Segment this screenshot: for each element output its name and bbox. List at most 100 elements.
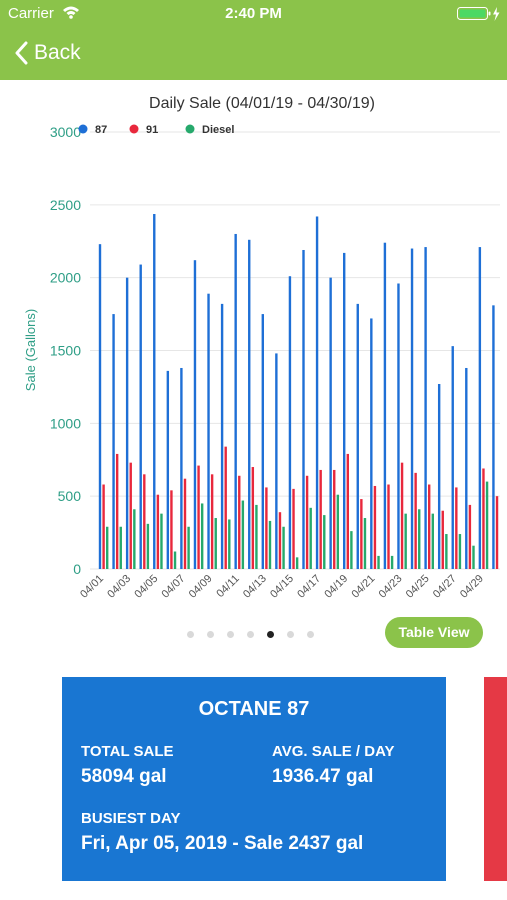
bar-91-04-18: [333, 469, 336, 569]
bar-87-04-19: [343, 252, 346, 570]
avg-sale-value: 1936.47 gal: [272, 766, 374, 787]
bar-87-04-14: [275, 353, 278, 569]
table-view-button[interactable]: Table View: [385, 617, 483, 648]
bar-87-04-02: [112, 314, 115, 569]
octane-87-summary-card[interactable]: OCTANE 87 TOTAL SALE 58094 gal AVG. SALE…: [62, 677, 446, 881]
bar-diesel-04-29: [485, 481, 489, 569]
y-tick-label: 3000: [50, 124, 81, 140]
legend-swatch-diesel: [185, 124, 195, 134]
bar-diesel-04-22: [390, 555, 394, 569]
navigation-bar: Back: [0, 28, 507, 80]
page-dot[interactable]: [207, 631, 214, 638]
bar-91-04-16: [305, 475, 309, 569]
bar-diesel-04-06: [173, 551, 177, 569]
bar-91-04-26: [441, 510, 444, 569]
x-tick-label: 04/19: [322, 573, 350, 601]
bar-diesel-04-03: [133, 509, 136, 569]
legend-swatch-91: [129, 124, 139, 134]
avg-sale-label: AVG. SALE / DAY: [272, 743, 395, 760]
bar-87-04-09: [207, 293, 210, 569]
page-dot[interactable]: [267, 631, 274, 638]
bar-87-04-28: [465, 367, 468, 569]
bar-87-04-25: [424, 247, 427, 569]
x-tick-label: 04/27: [431, 573, 459, 601]
y-tick-label: 2500: [50, 197, 81, 213]
battery-icon: [457, 6, 501, 27]
bar-diesel-04-01: [106, 526, 109, 569]
bar-91-04-23: [400, 462, 404, 569]
bar-87-04-15: [288, 276, 292, 569]
bar-91-04-21: [373, 485, 377, 569]
page-dot[interactable]: [187, 631, 194, 638]
total-sale-label: TOTAL SALE: [81, 743, 174, 760]
bar-diesel-04-19: [350, 531, 353, 569]
y-tick-label: 2000: [50, 270, 81, 286]
bar-91-04-09: [210, 474, 214, 569]
bar-diesel-04-26: [445, 534, 448, 569]
bar-diesel-04-24: [418, 509, 421, 569]
status-bar: Carrier 2:40 PM: [0, 0, 507, 28]
bar-91-04-11: [238, 475, 241, 569]
page-dot[interactable]: [227, 631, 234, 638]
page-indicator[interactable]: [187, 631, 327, 638]
x-tick-label: 04/05: [132, 573, 160, 601]
next-summary-card[interactable]: [484, 677, 507, 881]
bar-diesel-04-10: [228, 519, 231, 569]
bar-87-04-01: [98, 244, 102, 569]
bar-87-04-08: [193, 260, 197, 569]
x-tick-label: 04/21: [350, 573, 378, 601]
bar-87-04-17: [315, 216, 319, 569]
bar-diesel-04-11: [241, 500, 245, 569]
bar-91-04-07: [183, 478, 187, 569]
legend-label-91: 91: [146, 124, 158, 136]
back-button[interactable]: Back: [14, 38, 81, 68]
x-tick-label: 04/13: [241, 573, 269, 601]
bar-87-04-03: [125, 277, 129, 569]
x-tick-label: 04/07: [160, 573, 188, 601]
legend-swatch-87: [78, 124, 88, 134]
bar-91-04-22: [387, 484, 390, 569]
bar-87-04-21: [370, 318, 373, 569]
bar-87-04-04: [139, 264, 142, 569]
bar-91-04-19: [346, 453, 349, 569]
bar-diesel-04-21: [377, 555, 380, 569]
x-tick-label: 04/23: [377, 573, 405, 601]
carrier-name: Carrier: [8, 5, 54, 22]
bar-91-04-05: [156, 494, 160, 569]
x-tick-label: 04/01: [78, 573, 106, 601]
page-dot[interactable]: [307, 631, 314, 638]
bar-91-04-01: [102, 484, 105, 569]
bar-91-04-20: [360, 499, 363, 569]
x-tick-label: 04/29: [458, 573, 486, 601]
bar-91-04-10: [224, 446, 227, 569]
page-dot[interactable]: [247, 631, 254, 638]
y-tick-label: 1000: [50, 415, 81, 431]
bar-diesel-04-13: [268, 520, 272, 569]
bar-diesel-04-14: [282, 526, 285, 569]
bar-87-04-10: [220, 303, 224, 569]
x-tick-label: 04/25: [404, 573, 432, 601]
bar-91-04-29: [482, 468, 485, 569]
bar-87-04-27: [451, 346, 454, 569]
x-tick-label: 04/15: [268, 573, 296, 601]
bar-87-04-24: [410, 248, 414, 570]
bar-91-04-08: [197, 465, 200, 569]
bar-91-04-04: [143, 474, 146, 569]
bar-91-04-25: [428, 484, 431, 569]
bar-diesel-04-09: [214, 518, 217, 569]
x-tick-label: 04/03: [105, 573, 133, 601]
busiest-day-value: Fri, Apr 05, 2019 - Sale 2437 gal: [81, 833, 364, 854]
bar-91-04-15: [292, 488, 295, 569]
page-dot[interactable]: [287, 631, 294, 638]
bar-diesel-04-04: [146, 523, 150, 569]
bar-87-04-05: [153, 214, 156, 570]
bar-diesel-04-12: [255, 504, 258, 569]
bar-91-04-02: [115, 453, 119, 569]
status-time: 2:40 PM: [225, 5, 282, 22]
back-label: Back: [34, 41, 81, 64]
bar-87-04-20: [356, 303, 359, 569]
x-tick-label: 04/17: [295, 573, 323, 601]
bar-87-04-22: [383, 242, 387, 569]
y-tick-label: 1500: [50, 343, 81, 359]
bar-91-04-06: [170, 490, 173, 569]
